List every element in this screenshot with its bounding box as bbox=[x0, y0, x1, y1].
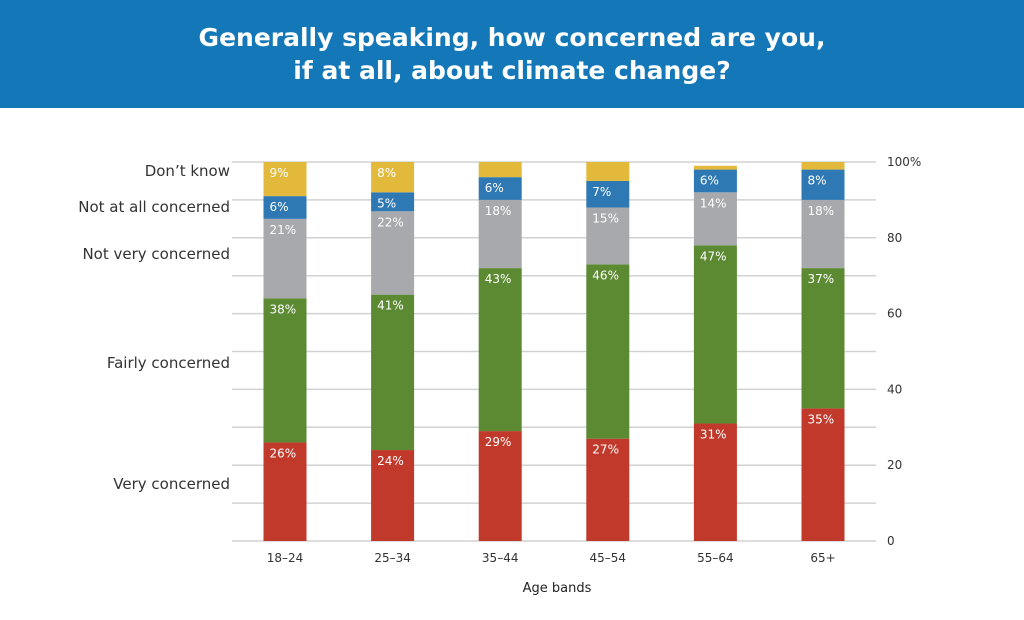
data-label: 31% bbox=[700, 428, 727, 442]
bar-segment bbox=[263, 162, 307, 197]
bar-segment bbox=[801, 162, 845, 170]
x-axis-ticks: 18–24 25–34 35–44 45–54 55–64 65+ bbox=[267, 551, 836, 565]
y-tick-label: 60 bbox=[887, 307, 902, 321]
data-label: 41% bbox=[377, 299, 404, 313]
bar-segment bbox=[263, 196, 307, 219]
data-label: 18% bbox=[808, 204, 835, 218]
data-label: 22% bbox=[377, 215, 404, 229]
y-tick-label: 100% bbox=[887, 155, 921, 169]
legend-label: Fairly concerned bbox=[107, 354, 230, 372]
data-label: 6% bbox=[270, 200, 289, 214]
bar-segment bbox=[478, 268, 522, 432]
data-label: 5% bbox=[377, 196, 396, 210]
bar-segment bbox=[693, 192, 737, 246]
data-label: 8% bbox=[808, 174, 827, 188]
data-label: 18% bbox=[485, 204, 512, 218]
bar-segment bbox=[586, 162, 630, 181]
data-label: 27% bbox=[592, 443, 619, 457]
bar-segment bbox=[693, 169, 737, 193]
x-tick-label: 35–44 bbox=[482, 551, 519, 565]
bar-segment bbox=[586, 180, 630, 208]
gridlines bbox=[232, 161, 876, 542]
data-label: 6% bbox=[700, 174, 719, 188]
data-label: 29% bbox=[485, 435, 512, 449]
bar-segment bbox=[478, 162, 522, 178]
data-label: 6% bbox=[485, 181, 504, 195]
x-tick-label: 25–34 bbox=[374, 551, 411, 565]
bar-segment bbox=[478, 199, 522, 269]
bars: 26% 38% 21% 6% 9% 24% 41% 22% 5% 8% 29% 43% 18% 6% 27%… bbox=[263, 162, 845, 541]
legend-label: Not at all concerned bbox=[78, 198, 230, 216]
bar-segment bbox=[801, 408, 845, 541]
stacked-bar-chart: 26% 38% 21% 6% 9% 24% 41% 22% 5% 8% 29% 43% 18% 6% 27%… bbox=[78, 155, 921, 596]
x-tick-label: 45–54 bbox=[590, 551, 627, 565]
legend-label: Very concerned bbox=[113, 475, 230, 493]
data-label: 46% bbox=[592, 268, 619, 282]
x-tick-label: 65+ bbox=[810, 551, 835, 565]
bar-segment bbox=[263, 218, 307, 299]
bar-segment bbox=[693, 423, 737, 541]
data-label: 9% bbox=[270, 166, 289, 180]
y-tick-label: 0 bbox=[887, 534, 895, 548]
bar-segment bbox=[693, 165, 737, 170]
data-label: 26% bbox=[270, 446, 297, 460]
data-label: 15% bbox=[592, 211, 619, 225]
x-tick-label: 55–64 bbox=[697, 551, 734, 565]
legend-label: Not very concerned bbox=[82, 245, 230, 263]
title-banner: Generally speaking, how concerned are yo… bbox=[0, 0, 1024, 108]
data-label: 24% bbox=[377, 454, 404, 468]
bar-segment bbox=[371, 211, 415, 295]
bar-segment bbox=[801, 169, 845, 200]
x-tick-label: 18–24 bbox=[267, 551, 304, 565]
bar-segment bbox=[801, 268, 845, 409]
bar-segment bbox=[371, 162, 415, 193]
bar-segment bbox=[478, 177, 522, 200]
data-label: 43% bbox=[485, 272, 512, 286]
bar-segment bbox=[586, 438, 630, 541]
legend-label: Don’t know bbox=[145, 162, 230, 180]
bar-segment bbox=[586, 264, 630, 439]
y-axis-ticks: 0 20 40 60 80 100% bbox=[887, 155, 921, 548]
data-label: 14% bbox=[700, 196, 727, 210]
y-tick-label: 80 bbox=[887, 231, 902, 245]
data-label: 7% bbox=[592, 185, 611, 199]
x-axis-title: Age bands bbox=[523, 581, 592, 596]
data-label: 35% bbox=[808, 412, 835, 426]
data-label: 38% bbox=[270, 302, 297, 316]
bar-segment bbox=[586, 207, 630, 265]
bar-segment bbox=[371, 192, 415, 212]
data-label: 21% bbox=[270, 223, 297, 237]
chart-title-line-2: if at all, about climate change? bbox=[293, 56, 731, 85]
data-label: 47% bbox=[700, 249, 727, 263]
y-tick-label: 20 bbox=[887, 458, 902, 472]
bar-segment bbox=[478, 431, 522, 541]
data-label: 8% bbox=[377, 166, 396, 180]
bar-segment bbox=[263, 298, 307, 443]
chart-title-line-1: Generally speaking, how concerned are yo… bbox=[198, 23, 826, 52]
category-labels: Very concerned Fairly concerned Not very c… bbox=[78, 162, 230, 493]
y-tick-label: 40 bbox=[887, 382, 902, 396]
bar-segment bbox=[693, 245, 737, 424]
bar-segment bbox=[371, 450, 415, 541]
data-label: 37% bbox=[808, 272, 835, 286]
bar-segment bbox=[263, 442, 307, 541]
bar-segment bbox=[371, 294, 415, 451]
bar-segment bbox=[801, 199, 845, 269]
